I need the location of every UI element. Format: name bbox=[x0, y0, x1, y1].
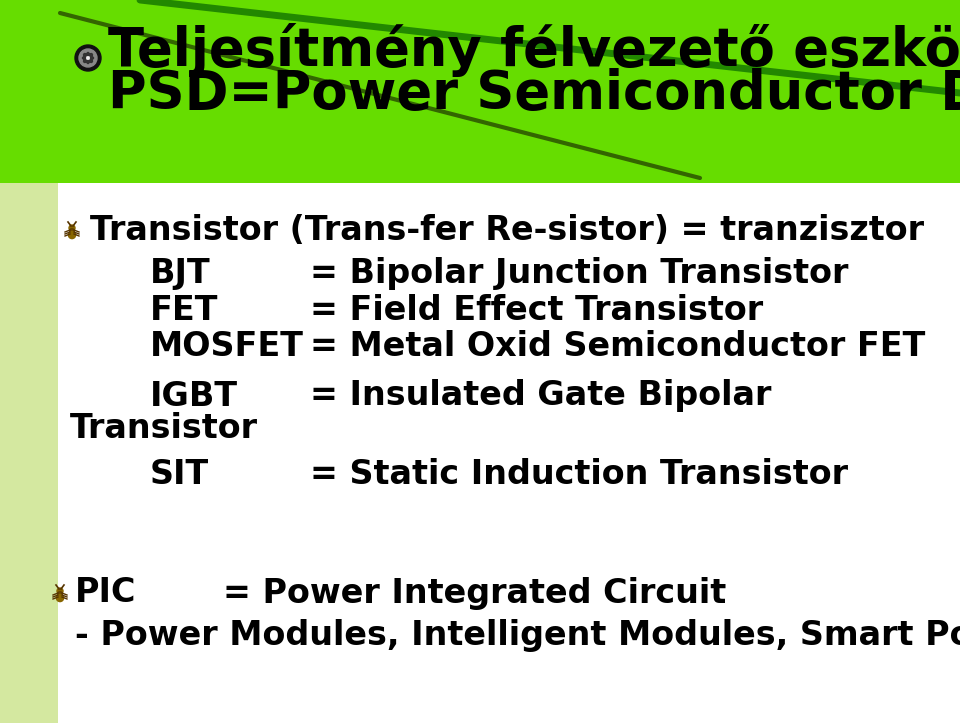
Circle shape bbox=[69, 228, 75, 234]
Text: - Power Modules, Intelligent Modules, Smart Power: - Power Modules, Intelligent Modules, Sm… bbox=[75, 618, 960, 651]
Circle shape bbox=[89, 54, 92, 56]
Circle shape bbox=[89, 59, 92, 62]
Circle shape bbox=[83, 53, 93, 63]
Text: = Field Effect Transistor: = Field Effect Transistor bbox=[310, 294, 763, 327]
Circle shape bbox=[86, 53, 89, 56]
Circle shape bbox=[57, 594, 63, 602]
Circle shape bbox=[69, 225, 75, 231]
Text: = Power Integrated Circuit: = Power Integrated Circuit bbox=[130, 576, 727, 609]
Text: IGBT: IGBT bbox=[150, 380, 238, 413]
Text: Teljesítmény félvezető eszközök: Teljesítmény félvezető eszközök bbox=[108, 23, 960, 77]
Text: = Static Induction Transistor: = Static Induction Transistor bbox=[310, 458, 848, 492]
Text: = Bipolar Junction Transistor: = Bipolar Junction Transistor bbox=[310, 257, 849, 289]
Circle shape bbox=[84, 54, 86, 56]
Circle shape bbox=[79, 49, 97, 67]
Text: Transistor: Transistor bbox=[70, 411, 258, 445]
Bar bbox=[58, 183, 960, 723]
Text: PIC: PIC bbox=[75, 576, 136, 609]
Circle shape bbox=[86, 61, 89, 64]
Circle shape bbox=[57, 588, 63, 594]
Text: BJT: BJT bbox=[150, 257, 210, 289]
Circle shape bbox=[68, 231, 76, 239]
Text: = Metal Oxid Semiconductor FET: = Metal Oxid Semiconductor FET bbox=[310, 330, 925, 364]
Text: = Insulated Gate Bipolar: = Insulated Gate Bipolar bbox=[310, 380, 772, 413]
Text: FET: FET bbox=[150, 294, 218, 327]
Text: Transistor (Trans-fer Re-sistor) = tranzisztor: Transistor (Trans-fer Re-sistor) = tranz… bbox=[90, 213, 924, 247]
Bar bbox=[0, 0, 58, 723]
Circle shape bbox=[84, 59, 86, 62]
Circle shape bbox=[75, 45, 101, 71]
Text: MOSFET: MOSFET bbox=[150, 330, 304, 364]
Text: PSD=Power Semiconductor Device: PSD=Power Semiconductor Device bbox=[108, 68, 960, 120]
Circle shape bbox=[90, 56, 93, 59]
Circle shape bbox=[83, 56, 85, 59]
Bar bbox=[0, 0, 960, 183]
Text: SIT: SIT bbox=[150, 458, 209, 492]
Circle shape bbox=[58, 591, 62, 596]
